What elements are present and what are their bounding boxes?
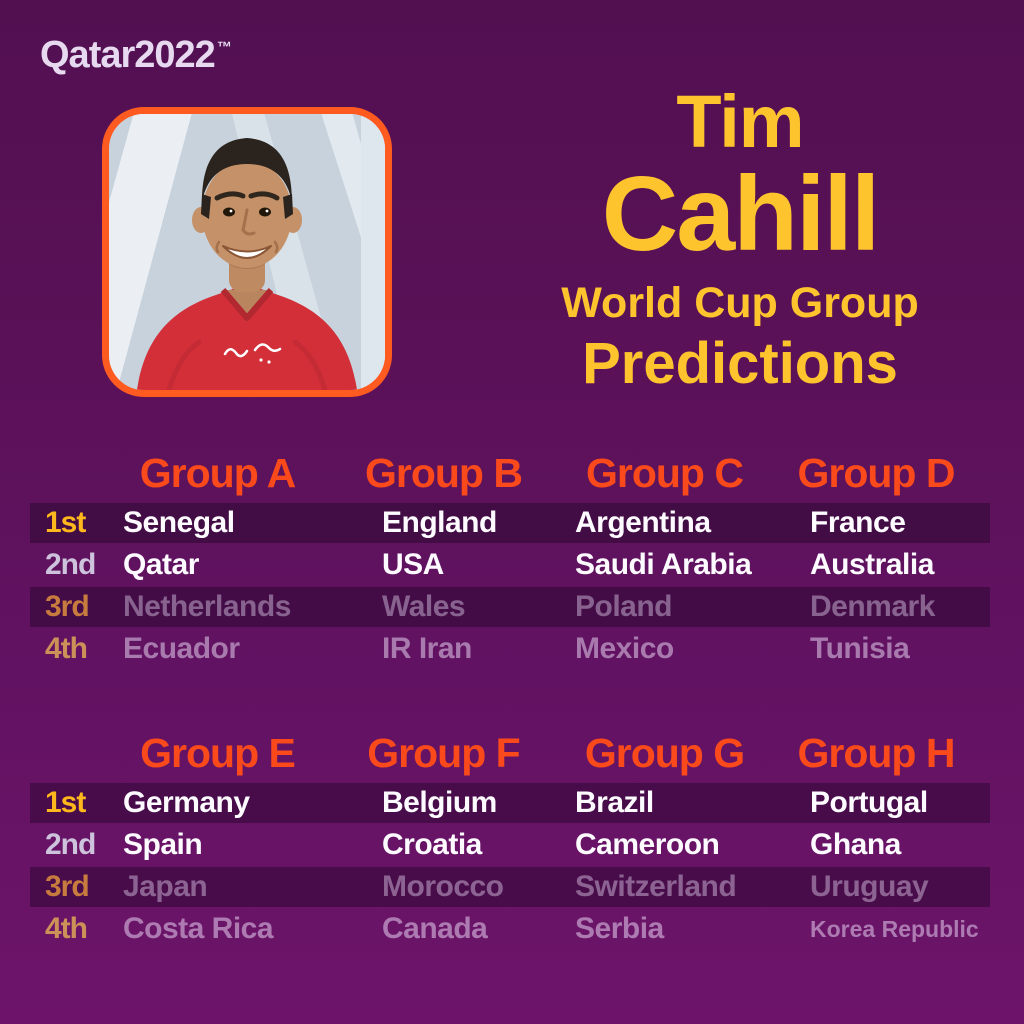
team-name: France <box>810 506 906 539</box>
team-name: Denmark <box>810 590 935 623</box>
tim-cahill-photo <box>102 107 392 397</box>
group-f-header: Group F <box>367 729 520 776</box>
group-h-header: Group H <box>797 729 956 776</box>
team-name: Switzerland <box>575 870 737 903</box>
team-name: Ghana <box>810 828 901 861</box>
team-name: Netherlands <box>123 590 291 623</box>
page-title: Tim Cahill World Cup Group Predictions <box>470 80 1010 397</box>
rank-label: 3rd <box>45 870 90 903</box>
team-name: Uruguay <box>810 870 929 903</box>
title-subtitle: World Cup Group <box>561 278 919 327</box>
team-name: England <box>382 506 497 539</box>
team-name: Serbia <box>575 912 664 945</box>
group-g-header: Group G <box>584 729 745 776</box>
group-a-header: Group A <box>139 449 296 496</box>
rank-label: 1st <box>45 506 86 539</box>
team-name: Germany <box>123 786 250 819</box>
title-predictions: Predictions <box>582 330 898 396</box>
table-row: 1st Germany Belgium Brazil Portugal <box>30 783 990 823</box>
rank-label: 1st <box>45 786 86 819</box>
groups-table-e-h: Group E Group F Group G Group H 1st Germ… <box>30 723 990 951</box>
table-row: 3rd Japan Morocco Switzerland Uruguay <box>30 867 990 907</box>
team-name: Mexico <box>575 632 674 665</box>
team-name: Argentina <box>575 506 711 539</box>
title-first-name: Tim <box>676 80 804 163</box>
group-b-header: Group B <box>365 449 523 496</box>
team-name: Japan <box>123 870 208 903</box>
group-e-header: Group E <box>140 729 296 776</box>
team-name: Portugal <box>810 786 928 819</box>
table-row: 2nd Spain Croatia Cameroon Ghana <box>30 825 990 865</box>
team-name: Tunisia <box>810 632 910 665</box>
team-name: Costa Rica <box>123 912 274 945</box>
team-name: USA <box>382 548 444 581</box>
team-name: Senegal <box>123 506 235 539</box>
rank-label: 4th <box>45 632 88 665</box>
team-name: Ecuador <box>123 632 240 665</box>
team-name: Brazil <box>575 786 654 819</box>
trademark-mark: ™ <box>216 39 232 56</box>
rank-label: 2nd <box>45 548 96 581</box>
team-name: Morocco <box>382 870 504 903</box>
team-name: Saudi Arabia <box>575 548 752 581</box>
group-header-row: Group A Group B Group C Group D <box>30 443 990 503</box>
table-row: 2nd Qatar USA Saudi Arabia Australia <box>30 545 990 585</box>
table-row: 3rd Netherlands Wales Poland Denmark <box>30 587 990 627</box>
team-name: Wales <box>382 590 466 623</box>
table-row: 4th Ecuador IR Iran Mexico Tunisia <box>30 629 990 669</box>
table-row: 1st Senegal England Argentina France <box>30 503 990 543</box>
group-d-header: Group D <box>797 449 956 496</box>
rank-label: 3rd <box>45 590 90 623</box>
team-name: Australia <box>810 548 934 581</box>
team-name: Qatar <box>123 548 199 581</box>
team-name: Canada <box>382 912 488 945</box>
team-name: IR Iran <box>382 632 472 665</box>
team-name: Cameroon <box>575 828 720 861</box>
title-last-name: Cahill <box>601 154 881 273</box>
group-header-row: Group E Group F Group G Group H <box>30 723 990 783</box>
qatar2022-logo: Qatar2022 ™ <box>40 34 232 77</box>
team-name: Spain <box>123 828 203 861</box>
groups-table-a-d: Group A Group B Group C Group D 1st Sene… <box>30 443 990 671</box>
team-name: Poland <box>575 590 673 623</box>
table-row: 4th Costa Rica Canada Serbia Korea Repub… <box>30 909 990 949</box>
rank-label: 4th <box>45 912 88 945</box>
team-name: Croatia <box>382 828 482 861</box>
group-c-header: Group C <box>586 449 744 496</box>
team-name: Belgium <box>382 786 497 819</box>
logo-text: Qatar2022 <box>40 34 216 76</box>
tim-cahill-portrait-illustration <box>109 114 385 390</box>
team-name: Korea Republic <box>810 915 979 942</box>
rank-label: 2nd <box>45 828 96 861</box>
